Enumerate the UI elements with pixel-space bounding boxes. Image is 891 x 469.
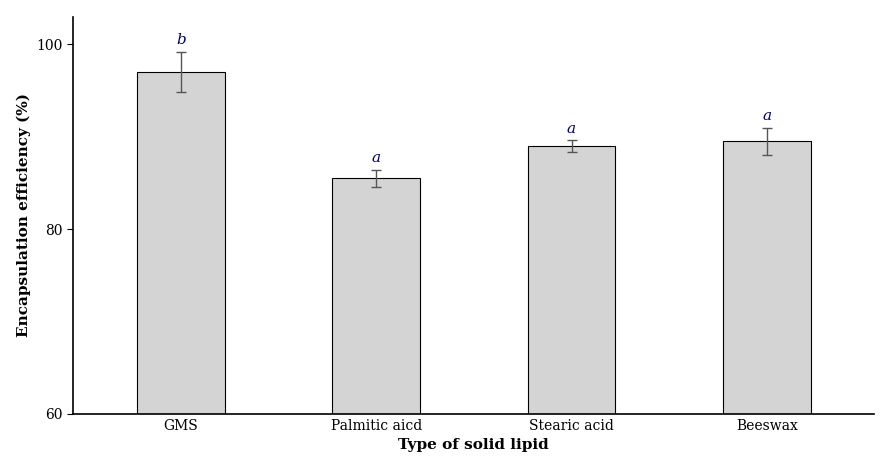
Text: a: a <box>763 109 772 123</box>
Bar <box>527 146 616 414</box>
Text: a: a <box>372 151 380 166</box>
Bar <box>137 72 225 414</box>
Y-axis label: Encapsulation efficiency (%): Encapsulation efficiency (%) <box>17 93 31 337</box>
Bar <box>332 178 421 414</box>
Text: b: b <box>176 33 185 47</box>
Bar <box>723 141 811 414</box>
X-axis label: Type of solid lipid: Type of solid lipid <box>398 439 549 452</box>
Text: a: a <box>567 122 576 136</box>
